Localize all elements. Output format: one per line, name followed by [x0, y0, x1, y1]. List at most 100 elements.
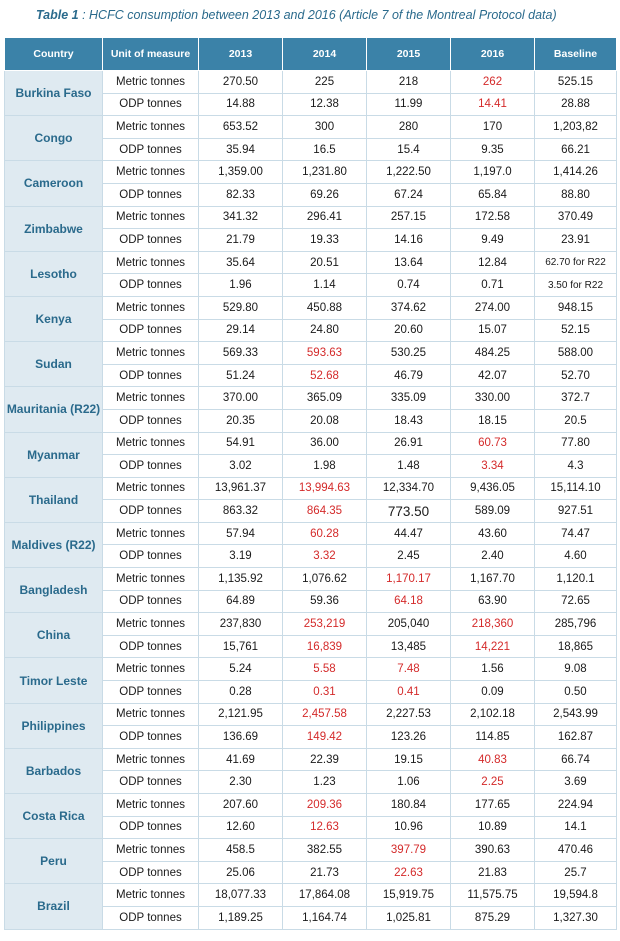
unit-cell: ODP tonnes: [102, 680, 199, 704]
value-cell: 57.94: [198, 521, 283, 546]
value-cell: 1,189.25: [198, 905, 283, 930]
value-cell: 26.91: [366, 431, 451, 456]
value-cell: 1,197.0: [450, 160, 535, 184]
unit-cell: Metric tonnes: [102, 793, 199, 817]
value-cell: 927.51: [534, 499, 617, 523]
unit-cell: ODP tonnes: [102, 273, 199, 297]
value-cell: 330.00: [450, 386, 535, 410]
unit-cell: ODP tonnes: [102, 725, 199, 749]
table-row: Zimbabwe Metric tonnes 341.32 296.41 257.15 1…: [4, 205, 617, 252]
table-row: Costa Rica Metric tonnes 207.60 209.36 180.8…: [4, 792, 617, 840]
value-cell: 1,231.80: [282, 160, 367, 184]
table-row: Bangladesh Metric tonnes 1,135.92 1,076.62 1…: [4, 567, 617, 614]
value-cell: 4.3: [534, 454, 617, 478]
value-cell: 948.15: [534, 295, 617, 320]
value-cell: 365.09: [282, 386, 367, 410]
unit-cell: Metric tonnes: [102, 476, 199, 501]
value-cell: 64.89: [198, 589, 283, 614]
value-cell: 225: [282, 70, 367, 94]
value-cell: 1.48: [366, 454, 451, 478]
value-cell: 172.58: [450, 205, 535, 230]
value-cell: 3.19: [198, 544, 283, 569]
value-cell: 3.34: [450, 454, 535, 478]
value-cell: 3.69: [534, 770, 617, 794]
value-cell: 9.08: [534, 657, 617, 682]
value-cell: 218,360: [450, 612, 535, 636]
value-cell: 21.83: [450, 860, 535, 885]
country-cell-cameroon: Cameroon: [4, 160, 103, 207]
value-cell: 370.00: [198, 386, 283, 410]
value-cell: 15,919.75: [366, 883, 451, 907]
country-cell-philippines: Philippines: [4, 702, 103, 749]
header-2014: 2014: [282, 37, 367, 71]
table-row: ODP tonnes 14.88 12.38 11.99 14.41 28.88: [5, 92, 617, 117]
value-cell: 1.23: [282, 770, 367, 794]
value-cell: 114.85: [450, 725, 535, 749]
value-cell: 0.28: [198, 680, 283, 704]
value-cell: 18.15: [450, 408, 535, 433]
value-cell: 15.4: [366, 137, 451, 162]
value-cell: 588.00: [534, 341, 617, 365]
value-cell: 335.09: [366, 386, 451, 410]
table-row: Peru Metric tonnes 458.5 382.55 397.79 390.63…: [4, 838, 617, 885]
table-row: ODP tonnes 3.19 3.32 2.45 2.40 4.60: [5, 544, 617, 569]
value-cell: 51.24: [198, 363, 283, 388]
table-row: Burkina Faso Metric tonnes 270.50 225 218 262…: [4, 69, 617, 117]
country-cell-barbados: Barbados: [4, 747, 103, 795]
value-cell: 569.33: [198, 341, 283, 365]
value-cell: 773.50: [366, 499, 451, 523]
value-cell: 59.36: [282, 589, 367, 614]
value-cell: 1,025.81: [366, 905, 451, 930]
country-cell-maldives-r22: Maldives (R22): [4, 521, 103, 569]
value-cell: 5.58: [282, 657, 367, 682]
value-cell: 589.09: [450, 499, 535, 523]
value-cell: 1.14: [282, 273, 367, 297]
value-cell: 237,830: [198, 612, 283, 636]
value-cell: 2,227.53: [366, 702, 451, 727]
value-cell: 372.7: [534, 386, 617, 410]
value-cell: 40.83: [450, 747, 535, 772]
value-cell: 0.74: [366, 273, 451, 297]
value-cell: 35.94: [198, 137, 283, 162]
value-cell: 52.15: [534, 318, 617, 343]
header-row: Country Unit of measure 2013 2014 2015 2…: [4, 37, 617, 71]
value-cell: 1,222.50: [366, 160, 451, 184]
value-cell: 21.79: [198, 228, 283, 252]
value-cell: 52.68: [282, 363, 367, 388]
value-cell: 62.70 for R22: [534, 250, 617, 275]
value-cell: 35.64: [198, 250, 283, 275]
value-cell: 22.63: [366, 860, 451, 885]
table-row: Maldives (R22) Metric tonnes 57.94 60.28 44.…: [4, 521, 617, 569]
country-cell-brazil: Brazil: [4, 883, 103, 930]
value-cell: 2,121.95: [198, 702, 283, 727]
unit-cell: ODP tonnes: [102, 137, 199, 162]
value-cell: 54.91: [198, 431, 283, 456]
value-cell: 3.02: [198, 454, 283, 478]
value-cell: 218: [366, 70, 451, 94]
value-cell: 13,994.63: [282, 476, 367, 501]
value-cell: 15.07: [450, 318, 535, 343]
header-2016: 2016: [450, 37, 535, 71]
table-row: ODP tonnes 82.33 69.26 67.24 65.84 88.80: [5, 182, 617, 207]
unit-cell: Metric tonnes: [102, 250, 199, 275]
unit-cell: Metric tonnes: [102, 883, 199, 907]
value-cell: 18.43: [366, 408, 451, 433]
value-cell: 41.69: [198, 747, 283, 772]
value-cell: 123.26: [366, 725, 451, 749]
unit-cell: Metric tonnes: [102, 386, 199, 410]
value-cell: 1.56: [450, 657, 535, 682]
value-cell: 22.39: [282, 747, 367, 772]
value-cell: 14.1: [534, 815, 617, 840]
value-cell: 29.14: [198, 318, 283, 343]
unit-cell: Metric tonnes: [102, 612, 199, 636]
unit-cell: Metric tonnes: [102, 205, 199, 230]
value-cell: 60.28: [282, 521, 367, 546]
header-2015: 2015: [366, 37, 451, 71]
value-cell: 66.21: [534, 137, 617, 162]
country-cell-sudan: Sudan: [4, 341, 103, 388]
header-unit: Unit of measure: [102, 37, 199, 71]
value-cell: 74.47: [534, 521, 617, 546]
country-cell-bangladesh: Bangladesh: [4, 567, 103, 614]
value-cell: 82.33: [198, 182, 283, 207]
value-cell: 16.5: [282, 137, 367, 162]
